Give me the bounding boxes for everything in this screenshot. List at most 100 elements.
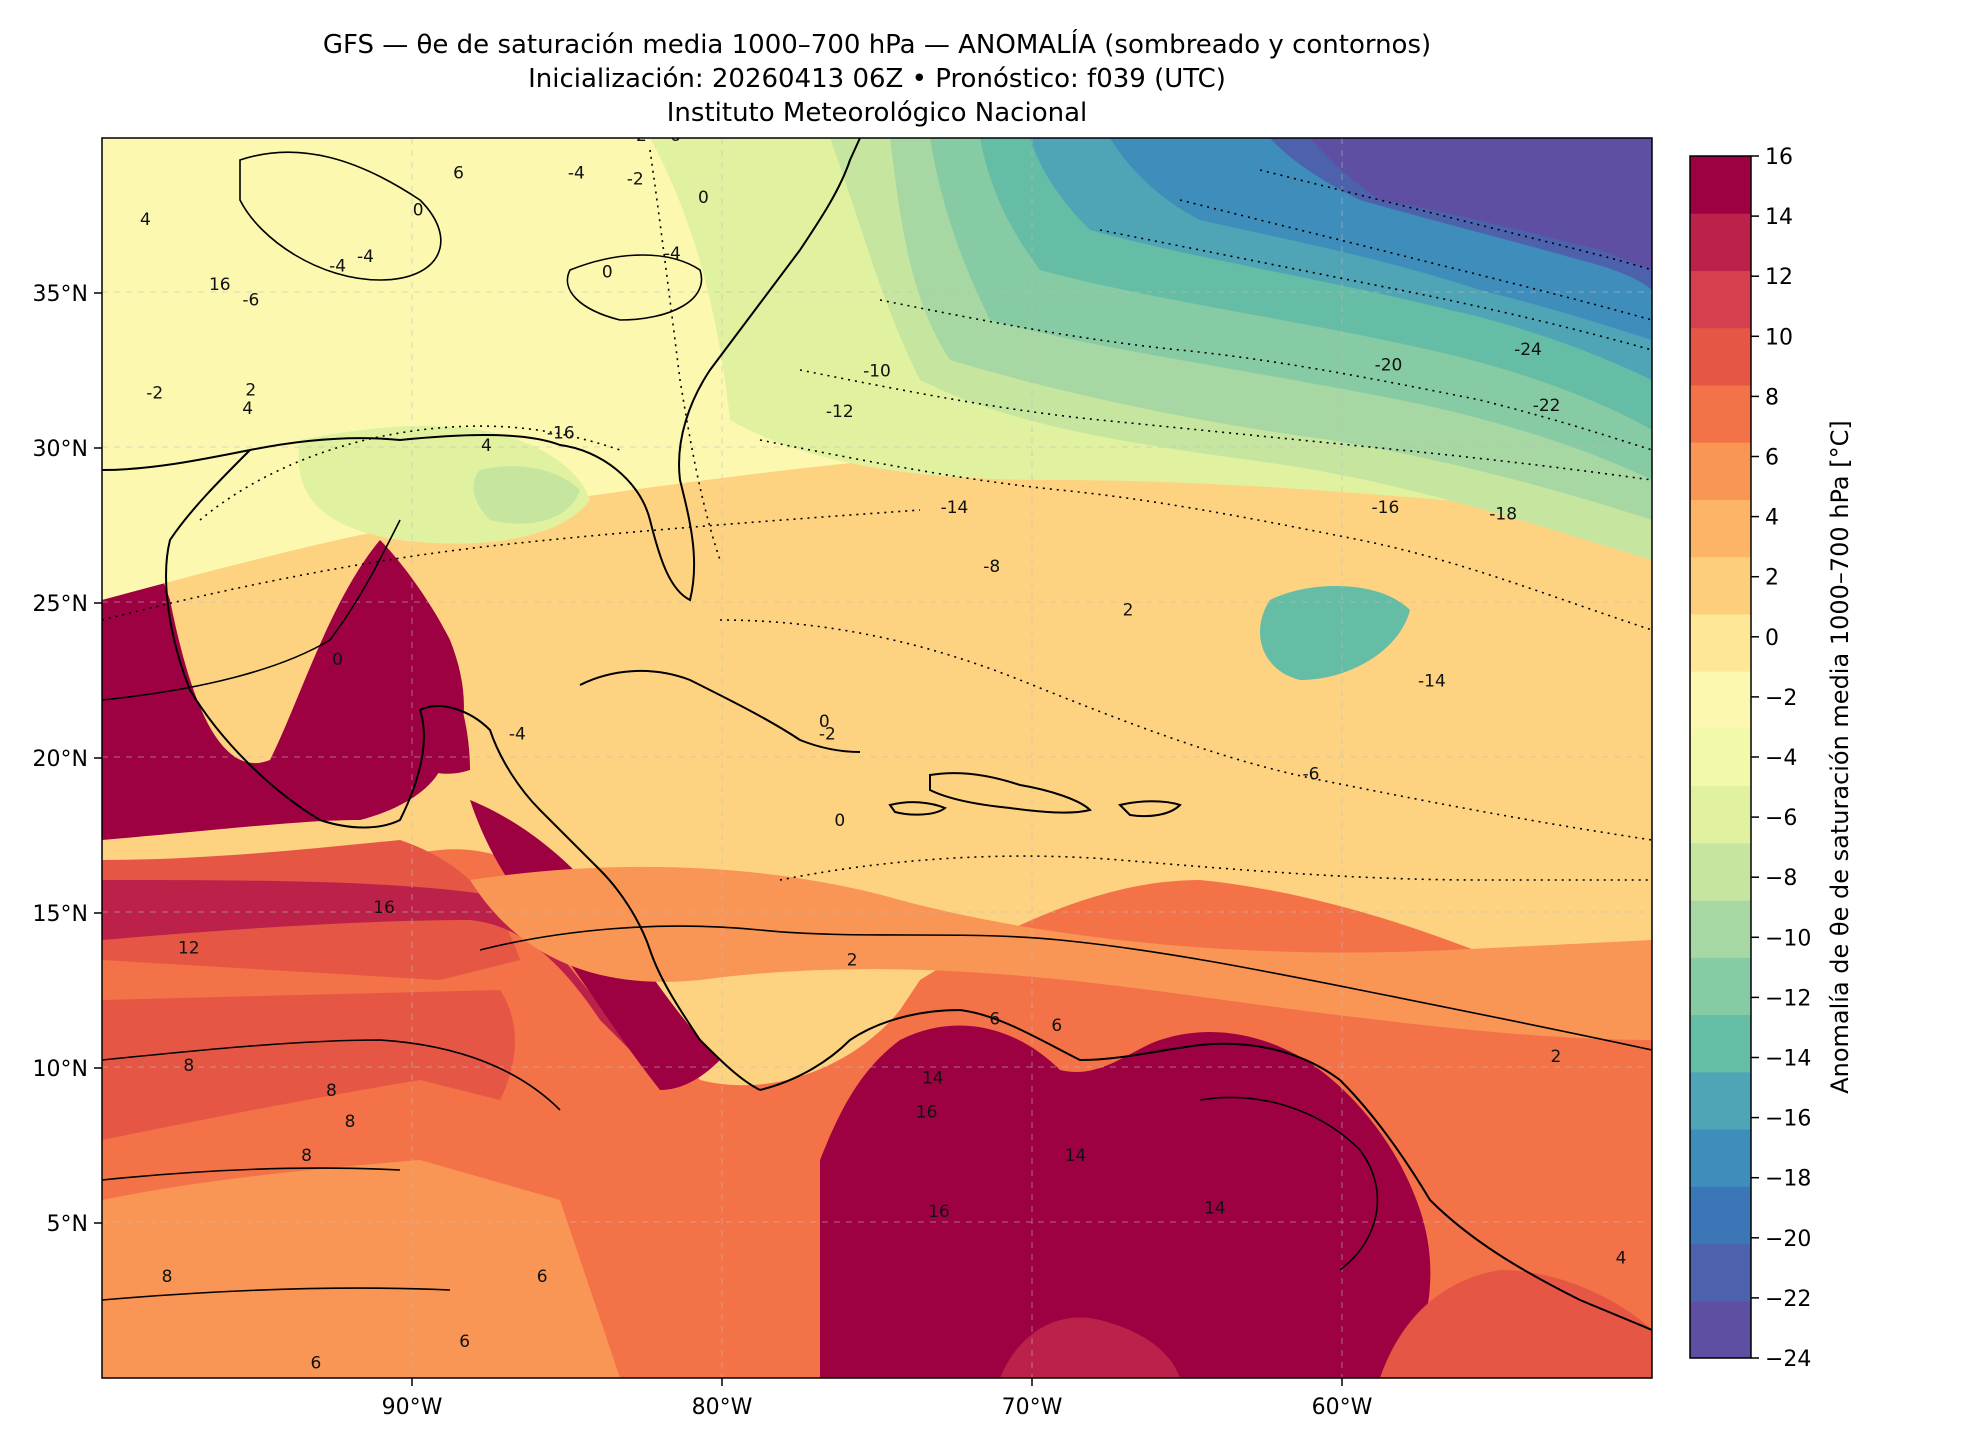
colorbar-tick-label: −6	[1765, 806, 1797, 831]
colorbar-band	[1690, 384, 1751, 443]
contour-label: 8	[183, 1056, 194, 1076]
contour-label: -4	[357, 247, 374, 267]
colorbar-band	[1690, 1186, 1751, 1245]
contour-label: -10	[863, 362, 891, 382]
contour-label: 2	[847, 951, 858, 971]
contour-label: -6	[242, 290, 259, 310]
contour-label: -24	[1514, 340, 1542, 360]
contour-label: -14	[1418, 672, 1446, 692]
colorbar-band	[1690, 270, 1751, 329]
colorbar-band	[1690, 499, 1751, 558]
colorbar-tick-label: 10	[1765, 325, 1793, 350]
contour-label: -16	[1372, 498, 1400, 518]
contour-label: 0	[413, 201, 424, 221]
contour-label: -2	[627, 170, 644, 190]
contour-label: 4	[140, 210, 151, 230]
colorbar-band	[1690, 327, 1751, 386]
colorbar-band	[1690, 1014, 1751, 1073]
anomaly-contours	[102, 151, 1652, 1301]
contour-label: 0	[698, 188, 709, 208]
contour-label: 16	[373, 898, 395, 918]
colorbar-tick-label: −2	[1765, 686, 1797, 711]
contour-label: 6	[310, 1354, 321, 1374]
colorbar-band	[1690, 957, 1751, 1016]
contour-label: -18	[1489, 504, 1517, 524]
contour-label: -4	[568, 163, 585, 183]
colorbar: 16 14 12 10 8 6 4 2 0 −2 −4 −6 −8 −10 −12 −14 −16 −18 −20 −…	[1689, 145, 1854, 1372]
contour-label: 6	[989, 1010, 1000, 1030]
title-line-1: GFS — θe de saturación media 1000–700 hP…	[323, 28, 1431, 60]
colorbar-tick-label: −8	[1765, 866, 1797, 891]
contour-label: 6	[453, 163, 464, 183]
lat-tick-label: 10°N	[33, 1057, 88, 1082]
contour-labels: -6-8-10-12-14-14-16-16-18-20-22-24-4 -4-2…	[140, 126, 1627, 1374]
lon-tick-label: 60°W	[1312, 1395, 1373, 1420]
contour-label: 16	[209, 275, 231, 295]
colorbar-tick-label: −16	[1765, 1107, 1811, 1132]
contour-label: -4	[509, 724, 526, 744]
colorbar-tick-label: −4	[1765, 746, 1797, 771]
colorbar-tick-label: −10	[1765, 926, 1811, 951]
colorbar-band	[1690, 613, 1751, 672]
colorbar-band	[1690, 728, 1751, 787]
colorbar-ticks: 16 14 12 10 8 6 4 2 0 −2 −4 −6 −8 −10 −12 −14 −16 −18 −20 −…	[1751, 145, 1811, 1372]
colorbar-tick-label: 14	[1765, 205, 1793, 230]
title-line-2: Inicialización: 20260413 06Z • Pronóstic…	[528, 64, 1226, 94]
contour-label: 2	[245, 380, 256, 400]
contour-label: 8	[345, 1112, 356, 1132]
lat-tick-label: 15°N	[33, 902, 88, 927]
longitude-ticks: 90°W 80°W 70°W 60°W	[382, 1378, 1373, 1420]
contour-label: 6	[1051, 1016, 1062, 1036]
lon-tick-label: 90°W	[382, 1395, 443, 1420]
title-line-3: Instituto Meteorológico Nacional	[667, 98, 1087, 128]
contour-label: -6	[1303, 765, 1320, 785]
colorbar-band	[1690, 213, 1751, 271]
colorbar-tick-label: 4	[1765, 506, 1779, 531]
contour-label: -2	[819, 724, 836, 744]
contour-label: -14	[941, 498, 969, 518]
contour-label: 4	[481, 436, 492, 456]
contour-label: 4	[1616, 1248, 1627, 1268]
colorbar-band	[1690, 785, 1751, 844]
contour-label: 14	[1065, 1146, 1087, 1166]
contour-label: 6	[537, 1267, 548, 1287]
contour-label: 8	[326, 1081, 337, 1101]
contour-label: -22	[1533, 396, 1561, 416]
contour-label: -4	[664, 244, 681, 264]
lat-tick-label: 35°N	[33, 282, 88, 307]
colorbar-band	[1690, 1243, 1751, 1302]
colorbar-band	[1690, 556, 1751, 615]
contour-label: 16	[928, 1202, 950, 1222]
colorbar-tick-label: −22	[1765, 1287, 1811, 1312]
colorbar-tick-label: −12	[1765, 986, 1811, 1011]
colorbar-label: Anomalía de θe de saturación media 1000–…	[1826, 420, 1854, 1094]
contour-label: -20	[1375, 356, 1403, 376]
colorbar-band	[1690, 1071, 1751, 1130]
colorbar-tick-label: −20	[1765, 1227, 1811, 1252]
contour-label: -4	[329, 256, 346, 276]
contour-label: 6	[459, 1332, 470, 1352]
lat-tick-label: 20°N	[33, 747, 88, 772]
contour-label: -12	[826, 402, 854, 422]
colorbar-tick-label: 2	[1765, 566, 1779, 591]
contour-label: -6	[664, 126, 681, 146]
contour-label: 14	[1204, 1199, 1226, 1219]
colorbar-tick-label: −14	[1765, 1047, 1811, 1072]
contour-label: 8	[162, 1267, 173, 1287]
lat-tick-label: 5°N	[47, 1212, 88, 1237]
contour-label: 2	[1550, 1047, 1561, 1067]
contour-label: -8	[983, 557, 1000, 577]
colorbar-band	[1690, 1129, 1751, 1187]
contour-label: 8	[301, 1146, 312, 1166]
colorbar-tick-label: 12	[1765, 265, 1793, 290]
contour-label: 0	[834, 811, 845, 831]
colorbar-tick-label: −18	[1765, 1167, 1811, 1192]
latitude-ticks: 35°N 30°N 25°N 20°N 15°N 10°N 5°N	[33, 282, 102, 1237]
lon-tick-label: 70°W	[1002, 1395, 1063, 1420]
colorbar-band	[1690, 900, 1751, 958]
colorbar-tick-label: 16	[1765, 145, 1793, 170]
map-gridlines	[102, 138, 1652, 1378]
contour-label: 4	[242, 399, 253, 419]
coastlines	[102, 138, 1652, 1331]
